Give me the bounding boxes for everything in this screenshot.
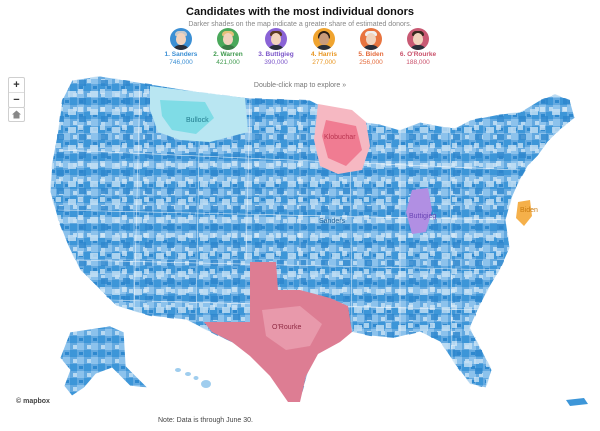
candidate-name: 1. Sanders	[164, 51, 198, 58]
label-biden: Biden	[520, 207, 538, 214]
candidate-donors: 188,000	[406, 59, 430, 66]
label-buttigieg: Buttigieg	[409, 213, 436, 220]
legend-item-orourke[interactable]: 6. O'Rourke 188,000	[388, 28, 448, 66]
candidate-avatar	[170, 28, 192, 50]
home-icon	[12, 110, 21, 119]
legend-item-biden[interactable]: 5. Biden 256,000	[341, 28, 401, 66]
candidate-name: 5. Biden	[358, 51, 384, 58]
candidate-name: 4. Harris	[310, 51, 338, 58]
page-title: Candidates with the most individual dono…	[186, 6, 414, 18]
label-klobuchar: Klobuchar	[324, 134, 356, 141]
candidate-donors: 746,000	[169, 59, 193, 66]
candidate-avatar	[360, 28, 382, 50]
label-sanders: Sanders	[319, 218, 346, 225]
candidate-legend: 1. Sanders 746,000 2. Warren 421,000 3. …	[0, 28, 600, 68]
hawaii-shape	[175, 368, 211, 388]
biden-region	[516, 200, 532, 226]
candidate-donors: 277,000	[312, 59, 336, 66]
candidate-avatar	[265, 28, 287, 50]
candidate-name: 6. O'Rourke	[399, 51, 437, 58]
candidate-name: 3. Buttigieg	[258, 51, 294, 58]
legend-item-warren[interactable]: 2. Warren 421,000	[198, 28, 258, 66]
candidate-name: 2. Warren	[213, 51, 243, 58]
candidate-avatar	[313, 28, 335, 50]
label-orourke: O'Rourke	[272, 324, 301, 331]
candidate-donors: 390,000	[264, 59, 288, 66]
candidate-donors: 421,000	[216, 59, 240, 66]
home-button[interactable]	[8, 107, 25, 122]
legend-item-sanders[interactable]: 1. Sanders 746,000	[151, 28, 211, 66]
page-subtitle: Darker shades on the map indicate a grea…	[188, 21, 412, 28]
mapbox-attribution[interactable]: © mapbox	[16, 398, 50, 405]
zoom-controls: + −	[8, 77, 25, 108]
legend-item-harris[interactable]: 4. Harris 277,000	[294, 28, 354, 66]
map-hint: Double-click map to explore »	[253, 82, 347, 89]
zoom-out-button[interactable]: −	[13, 94, 20, 106]
candidate-avatar	[407, 28, 429, 50]
alaska-shape	[59, 325, 150, 397]
puerto-rico-shape	[566, 398, 588, 406]
legend-item-buttigieg[interactable]: 3. Buttigieg 390,000	[246, 28, 306, 66]
candidate-donors: 256,000	[359, 59, 383, 66]
footnote: Note: Data is through June 30.	[158, 417, 253, 424]
label-bullock: Bullock	[186, 117, 209, 124]
buttigieg-region	[406, 188, 432, 234]
zoom-in-button[interactable]: +	[9, 78, 24, 93]
us-donor-map[interactable]: Bullock Klobuchar Sanders Buttigieg Bide…	[0, 70, 600, 415]
candidate-avatar	[217, 28, 239, 50]
